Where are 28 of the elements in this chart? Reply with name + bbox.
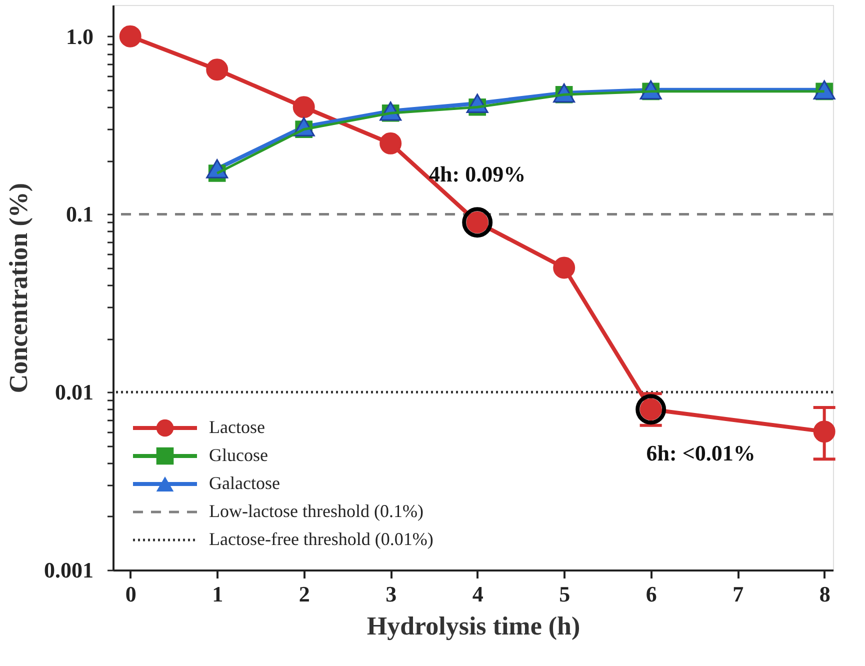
legend-label: Lactose-free threshold (0.01%)	[209, 529, 434, 549]
point	[553, 256, 576, 279]
x-tick-label: 6	[646, 582, 657, 606]
point	[206, 58, 228, 81]
point	[119, 25, 142, 48]
point	[813, 420, 836, 443]
x-tick-label: 1	[212, 582, 224, 606]
point	[380, 132, 402, 154]
x-axis-title: Hydrolysis time (h)	[366, 612, 580, 640]
y-axis-title: Concentration (%)	[4, 182, 33, 394]
y-tick-label: 0.01	[55, 380, 94, 405]
annotation: 6h: <0.01%	[646, 440, 756, 466]
x-tick-label: 5	[559, 582, 570, 606]
legend-label: Lactose	[209, 417, 265, 437]
x-tick-label: 8	[819, 582, 830, 606]
x-tick-label: 2	[298, 582, 310, 606]
legend-label: Glucose	[209, 445, 268, 465]
x-tick-label: 3	[386, 582, 397, 606]
x-tick-label: 0	[125, 582, 136, 606]
point	[292, 96, 315, 118]
legend-label: Low-lactose threshold (0.1%)	[209, 501, 424, 521]
y-tick-label: 0.001	[44, 558, 94, 582]
legend-label: Galactose	[209, 473, 280, 493]
x-tick-label: 4	[472, 582, 484, 606]
y-tick-label: 0.1	[66, 202, 94, 227]
y-tick-label: 1.0	[66, 24, 94, 49]
annotation: 4h: 0.09%	[429, 161, 526, 186]
x-tick-label: 7	[732, 582, 744, 606]
